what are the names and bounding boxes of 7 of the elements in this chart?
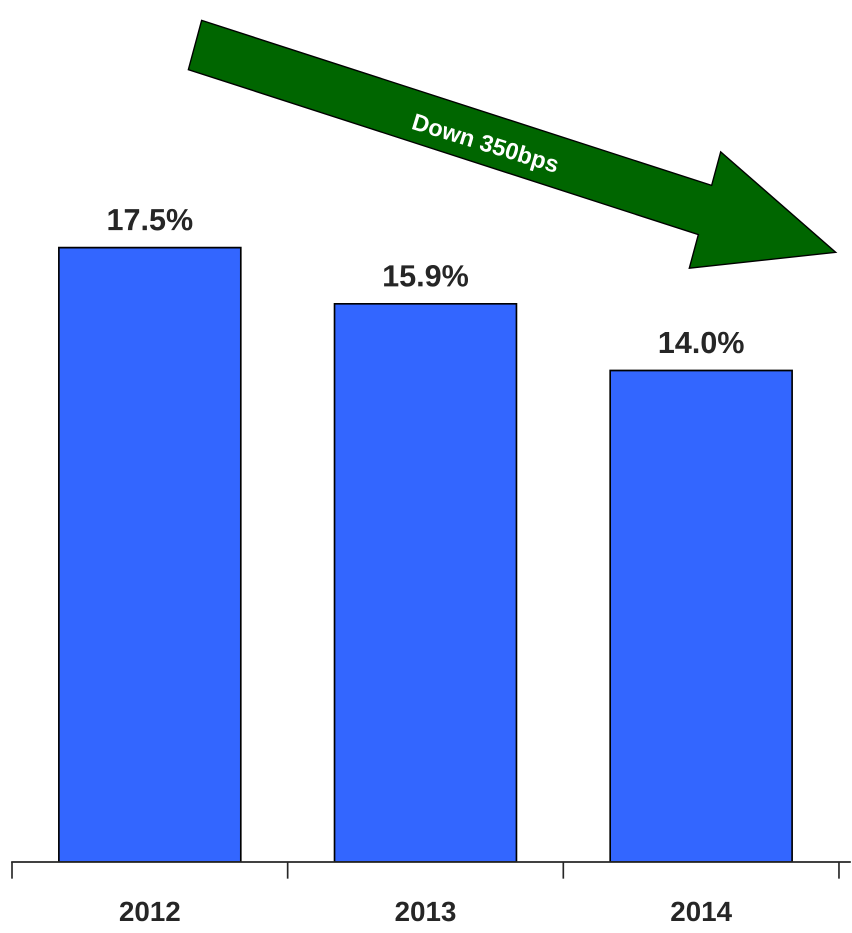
- x-tick-label: 2012: [120, 902, 180, 922]
- data-label: 17.5%: [108, 208, 192, 230]
- text: Down 350bps: [410, 112, 560, 178]
- data-label: 15.9%: [384, 265, 468, 287]
- data-label: 14.0%: [660, 332, 744, 354]
- x-tick-label: 2013: [396, 902, 456, 922]
- x-tick-label: 2014: [671, 902, 732, 922]
